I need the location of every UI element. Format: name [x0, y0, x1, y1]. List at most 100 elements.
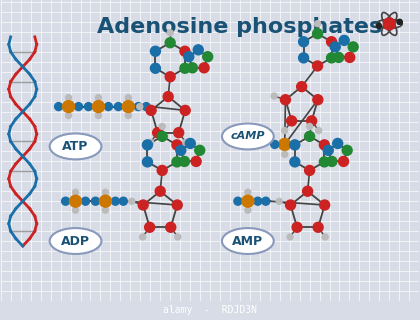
Text: AMP: AMP — [232, 235, 263, 248]
Circle shape — [134, 103, 142, 110]
Circle shape — [152, 128, 163, 138]
Circle shape — [102, 207, 108, 213]
Circle shape — [180, 105, 190, 115]
Circle shape — [163, 92, 173, 101]
Circle shape — [312, 61, 323, 71]
Text: cAMP: cAMP — [231, 132, 265, 141]
Circle shape — [150, 63, 160, 73]
Circle shape — [92, 197, 100, 205]
Text: alamy  -  RDJD3N: alamy - RDJD3N — [163, 305, 257, 316]
Circle shape — [292, 222, 302, 232]
Circle shape — [307, 116, 317, 126]
Circle shape — [199, 63, 209, 73]
Circle shape — [313, 222, 323, 232]
Circle shape — [66, 113, 71, 118]
Circle shape — [157, 165, 167, 175]
Circle shape — [315, 21, 320, 27]
Text: ADP: ADP — [61, 235, 90, 248]
Circle shape — [157, 132, 167, 141]
Circle shape — [150, 46, 160, 56]
Circle shape — [312, 29, 323, 39]
Circle shape — [175, 234, 181, 240]
Circle shape — [166, 222, 176, 232]
Circle shape — [165, 38, 175, 48]
Text: Adenosine phosphates: Adenosine phosphates — [97, 17, 383, 37]
Circle shape — [376, 23, 381, 28]
Ellipse shape — [222, 124, 274, 149]
Circle shape — [167, 30, 173, 36]
Circle shape — [142, 157, 152, 167]
Circle shape — [319, 157, 329, 167]
Circle shape — [299, 37, 309, 47]
Circle shape — [114, 103, 122, 110]
Circle shape — [339, 156, 349, 166]
Circle shape — [316, 128, 322, 133]
Circle shape — [137, 104, 143, 110]
Circle shape — [176, 145, 186, 155]
Circle shape — [147, 139, 154, 145]
Circle shape — [320, 200, 330, 210]
Circle shape — [286, 116, 297, 126]
Circle shape — [290, 140, 300, 150]
Circle shape — [55, 103, 63, 110]
Circle shape — [276, 198, 282, 204]
Text: ATP: ATP — [62, 140, 89, 153]
Circle shape — [129, 198, 135, 204]
Circle shape — [191, 156, 201, 166]
Circle shape — [165, 72, 175, 82]
Circle shape — [262, 197, 270, 205]
Circle shape — [330, 42, 340, 52]
Circle shape — [105, 103, 113, 110]
Circle shape — [327, 53, 336, 63]
Circle shape — [122, 100, 134, 113]
Circle shape — [282, 151, 288, 157]
Circle shape — [383, 18, 395, 30]
Circle shape — [245, 207, 251, 213]
Circle shape — [339, 36, 349, 45]
Circle shape — [187, 63, 197, 73]
Circle shape — [290, 157, 300, 167]
Circle shape — [299, 53, 309, 63]
Circle shape — [333, 52, 344, 62]
Circle shape — [348, 42, 358, 52]
Ellipse shape — [50, 133, 102, 159]
Circle shape — [125, 113, 131, 118]
Circle shape — [84, 103, 92, 110]
Circle shape — [111, 197, 119, 205]
Circle shape — [327, 156, 337, 166]
Circle shape — [397, 20, 402, 24]
Circle shape — [74, 103, 82, 110]
Circle shape — [291, 140, 299, 148]
Circle shape — [144, 222, 155, 232]
Circle shape — [193, 45, 203, 55]
Circle shape — [172, 200, 182, 210]
Circle shape — [281, 95, 290, 105]
Circle shape — [279, 139, 291, 150]
Circle shape — [281, 128, 288, 133]
Ellipse shape — [222, 228, 274, 254]
Circle shape — [142, 140, 152, 150]
Circle shape — [180, 46, 190, 56]
Circle shape — [102, 189, 108, 195]
Circle shape — [73, 207, 79, 213]
Ellipse shape — [50, 228, 102, 254]
Circle shape — [203, 52, 213, 62]
Circle shape — [179, 156, 189, 166]
Circle shape — [146, 105, 156, 115]
Circle shape — [119, 197, 127, 205]
Circle shape — [155, 186, 165, 196]
Circle shape — [159, 124, 165, 129]
Circle shape — [95, 95, 102, 100]
Circle shape — [138, 200, 148, 210]
Circle shape — [307, 124, 312, 129]
Circle shape — [286, 200, 296, 210]
Circle shape — [345, 52, 355, 62]
Circle shape — [142, 103, 150, 110]
Circle shape — [185, 139, 195, 148]
Circle shape — [342, 145, 352, 155]
Circle shape — [254, 197, 262, 205]
Circle shape — [172, 140, 182, 150]
Circle shape — [95, 113, 102, 118]
Circle shape — [184, 52, 194, 62]
Circle shape — [92, 100, 105, 113]
